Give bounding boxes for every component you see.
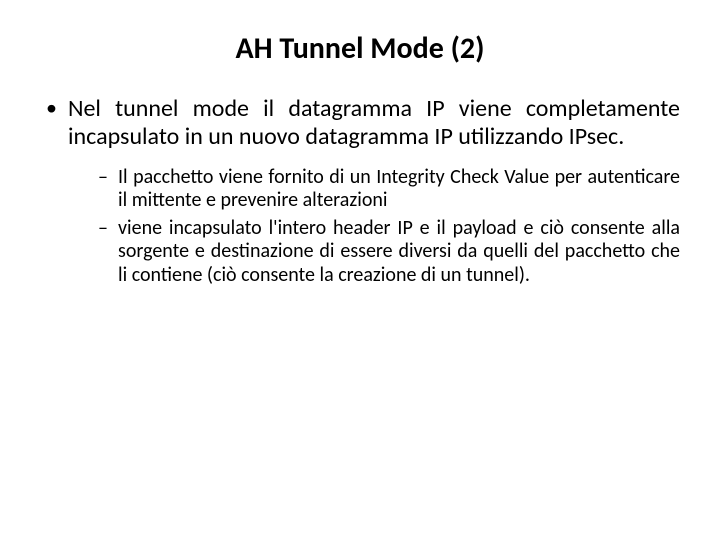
slide-title: AH Tunnel Mode (2) <box>40 30 680 67</box>
sub-bullet-1: Il pacchetto viene fornito di un Integri… <box>98 166 680 213</box>
slide-container: AH Tunnel Mode (2) Nel tunnel mode il da… <box>0 0 720 540</box>
bullet-list-level2: Il pacchetto viene fornito di un Integri… <box>68 166 680 288</box>
sub-bullet-2: viene incapsulato l'intero header IP e i… <box>98 217 680 288</box>
bullet-main: Nel tunnel mode il datagramma IP viene c… <box>40 95 680 288</box>
bullet-main-text: Nel tunnel mode il datagramma IP viene c… <box>68 94 680 151</box>
sub-bullet-1-text: Il pacchetto viene fornito di un Integri… <box>118 165 680 213</box>
bullet-list-level1: Nel tunnel mode il datagramma IP viene c… <box>40 95 680 288</box>
sub-bullet-2-text: viene incapsulato l'intero header IP e i… <box>118 216 680 287</box>
